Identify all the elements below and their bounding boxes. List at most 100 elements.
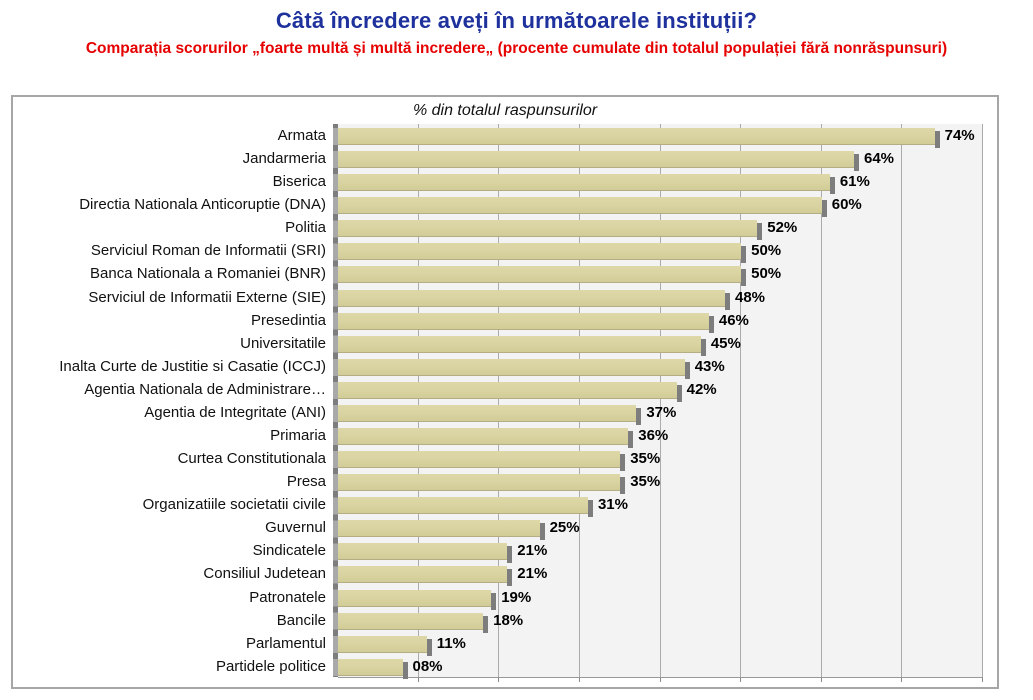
y-axis-line — [333, 124, 338, 677]
bar-shadow-cap — [483, 615, 489, 633]
category-label: Inalta Curte de Justitie si Casatie (ICC… — [59, 357, 326, 375]
value-label: 50% — [751, 265, 782, 283]
bar-track: 37% — [338, 401, 983, 425]
value-label: 60% — [831, 196, 862, 214]
value-label: 25% — [549, 519, 580, 537]
bar-track: 18% — [338, 609, 983, 633]
bar-track: 31% — [338, 493, 983, 518]
bar-track: 21% — [338, 562, 983, 587]
bar-row: Primaria 36% — [13, 424, 997, 449]
bar-track: 50% — [338, 262, 983, 287]
chart-title: % din totalul raspunsurilor — [412, 102, 598, 119]
bar — [338, 174, 835, 195]
bar — [338, 243, 747, 264]
page-title: Câtă încredere aveți în următoarele inst… — [275, 8, 758, 33]
category-label: Jandarmeria — [242, 150, 326, 168]
gridline — [982, 124, 983, 677]
bar-shadow-cap — [491, 592, 497, 610]
bar-row: Agentia Nationala de Administrare… 42% — [13, 378, 997, 402]
bar-track: 36% — [338, 424, 983, 449]
chart-frame: % din totalul raspunsurilor Armata 74% Jan… — [11, 95, 999, 689]
bar — [338, 289, 730, 310]
bar-row: Partidele politice 08% — [13, 655, 997, 679]
bar — [338, 612, 489, 633]
bar-shadow-cap — [684, 361, 690, 379]
value-label: 11% — [436, 634, 466, 652]
bar — [338, 474, 626, 495]
x-axis-tick — [982, 678, 983, 682]
bar-row: Banca Nationala a Romaniei (BNR) 50% — [13, 262, 997, 287]
x-axis-tick — [820, 678, 822, 682]
bar-row: Guvernul 25% — [13, 516, 997, 541]
bar-row: Presa 35% — [13, 470, 997, 495]
value-label: 35% — [630, 450, 661, 468]
bar-row: Jandarmeria 64% — [13, 147, 997, 172]
bar — [338, 197, 827, 218]
category-label: Bancile — [276, 611, 326, 629]
category-label: Agentia de Integritate (ANI) — [144, 403, 326, 421]
bar-track: 42% — [338, 378, 983, 402]
bar-shadow-cap — [426, 638, 432, 656]
bar-shadow-cap — [676, 384, 682, 402]
bar-track: 74% — [338, 124, 983, 148]
bar-shadow-cap — [934, 131, 940, 148]
bar-track: 19% — [338, 586, 983, 610]
bar-track: 50% — [338, 239, 983, 264]
gridline — [901, 124, 903, 677]
x-axis-tick — [659, 678, 661, 682]
category-label: Biserica — [272, 173, 326, 191]
bar-shadow-cap — [507, 546, 513, 564]
bar-track: 35% — [338, 470, 983, 495]
gridline — [498, 124, 500, 677]
bar — [338, 220, 763, 241]
category-label: Parlamentul — [245, 634, 326, 652]
bar-shadow-cap — [507, 569, 513, 587]
bar — [338, 566, 513, 587]
bar-track: 48% — [338, 286, 983, 310]
value-label: 48% — [735, 288, 766, 306]
category-label: Serviciul de Informatii Externe (SIE) — [88, 288, 326, 306]
category-label: Serviciul Roman de Informatii (SRI) — [90, 242, 326, 260]
category-label: Organizatiile societatii civile — [142, 496, 326, 514]
value-label: 42% — [686, 380, 717, 398]
bar-shadow-cap — [725, 292, 730, 310]
category-label: Patronatele — [249, 588, 326, 606]
bar — [338, 589, 497, 610]
category-label: Agentia Nationala de Administrare… — [84, 380, 326, 398]
bar-row: Presedintia 46% — [13, 309, 997, 333]
bar — [338, 128, 940, 148]
category-label: Presa — [286, 473, 326, 491]
bar-row: Politia 52% — [13, 216, 997, 241]
bar-row: Sindicatele 21% — [13, 539, 997, 564]
bar-shadow-cap — [628, 431, 634, 449]
category-label: Sindicatele — [252, 542, 326, 560]
gridline — [417, 124, 419, 677]
bar — [338, 451, 626, 472]
page-subtitle: Comparația scorurilor „foarte multă și m… — [85, 40, 948, 57]
bar-row: Agentia de Integritate (ANI) 37% — [13, 401, 997, 425]
bar-track: 43% — [338, 355, 983, 379]
value-label: 43% — [694, 357, 725, 375]
bar-track: 08% — [338, 655, 983, 679]
bar-shadow-cap — [708, 315, 714, 333]
x-axis-tick — [498, 678, 500, 682]
value-label: 37% — [646, 403, 677, 421]
category-label: Banca Nationala a Romaniei (BNR) — [90, 265, 326, 283]
bar-shadow-cap — [539, 523, 545, 541]
bar-row: Patronatele 19% — [13, 586, 997, 610]
bar-shadow-cap — [757, 223, 763, 241]
value-label: 50% — [751, 242, 782, 260]
bar-rows: Armata 74% Jandarmeria 64% Biserica 61% Direct… — [13, 124, 997, 679]
x-axis-tick — [901, 678, 903, 682]
gridline — [578, 124, 580, 677]
bar-row: Armata 74% — [13, 124, 997, 148]
bar-track: 35% — [338, 447, 983, 472]
category-label: Curtea Constitutionala — [177, 450, 326, 468]
value-label: 35% — [630, 473, 661, 491]
category-label: Armata — [277, 127, 326, 144]
bar-shadow-cap — [620, 454, 626, 472]
bar-row: Organizatiile societatii civile 31% — [13, 493, 997, 518]
bar-shadow-cap — [821, 200, 827, 218]
value-label: 64% — [864, 150, 895, 168]
bar — [338, 497, 593, 518]
